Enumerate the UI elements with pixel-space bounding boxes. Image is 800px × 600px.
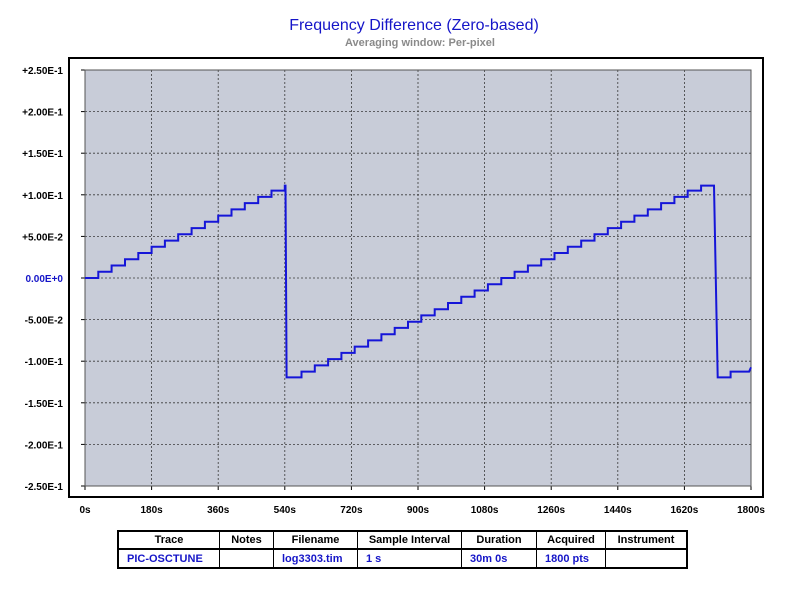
y-tick-label: +1.50E-1 xyxy=(22,149,63,160)
header-notes: Notes xyxy=(219,530,274,550)
trace-notes xyxy=(219,548,274,569)
x-tick-label: 1440s xyxy=(604,505,632,516)
header-duration: Duration xyxy=(461,530,537,550)
frequency-trace-line xyxy=(85,184,752,379)
y-tick-label: +2.50E-1 xyxy=(22,66,63,77)
x-tick-label: 0s xyxy=(79,505,91,516)
x-tick-label: 360s xyxy=(207,505,230,516)
x-tick-label: 1620s xyxy=(670,505,698,516)
y-tick-label: -5.00E-2 xyxy=(25,316,64,327)
trace-sample-interval: 1 s xyxy=(357,548,462,569)
y-tick-label: -2.00E-1 xyxy=(25,440,64,451)
trace-filename: log3303.tim xyxy=(273,548,358,569)
header-acquired: Acquired xyxy=(536,530,606,550)
header-filename: Filename xyxy=(273,530,358,550)
x-tick-label: 1800s xyxy=(737,505,765,516)
y-tick-label: 0.00E+0 xyxy=(25,274,63,285)
legend-trace-row[interactable]: PIC-OSCTUNE log3303.tim 1 s 30m 0s 1800 … xyxy=(117,548,688,569)
x-tick-label: 1260s xyxy=(537,505,565,516)
chart-title: Frequency Difference (Zero-based) xyxy=(289,17,539,34)
x-tick-label: 900s xyxy=(407,505,430,516)
chart-subtitle: Averaging window: Per-pixel xyxy=(345,37,495,49)
trace-name: PIC-OSCTUNE xyxy=(117,548,220,569)
x-tick-label: 1080s xyxy=(471,505,499,516)
trace-legend-table: Trace Notes Filename Sample Interval Dur… xyxy=(117,530,688,569)
y-tick-label: -2.50E-1 xyxy=(25,482,64,493)
trace-duration: 30m 0s xyxy=(461,548,537,569)
y-tick-label: -1.00E-1 xyxy=(25,357,64,368)
frequency-chart: 0s 180s 360s 540s 720s 900s 1080s 1260s 1440s 162… xyxy=(22,66,765,516)
trace-instrument xyxy=(605,548,688,569)
x-tick-label: 180s xyxy=(140,505,163,516)
y-tick-label: +2.00E-1 xyxy=(22,108,63,119)
legend-header-row: Trace Notes Filename Sample Interval Dur… xyxy=(117,530,688,550)
y-tick-label: -1.50E-1 xyxy=(25,399,64,410)
header-instrument: Instrument xyxy=(605,530,688,550)
x-tick-label: 540s xyxy=(274,505,297,516)
y-tick-label: +5.00E-2 xyxy=(22,232,63,243)
header-trace: Trace xyxy=(117,530,220,550)
y-tick-label: +1.00E-1 xyxy=(22,191,63,202)
trace-acquired: 1800 pts xyxy=(536,548,606,569)
x-tick-label: 720s xyxy=(340,505,363,516)
header-sample-interval: Sample Interval xyxy=(357,530,462,550)
